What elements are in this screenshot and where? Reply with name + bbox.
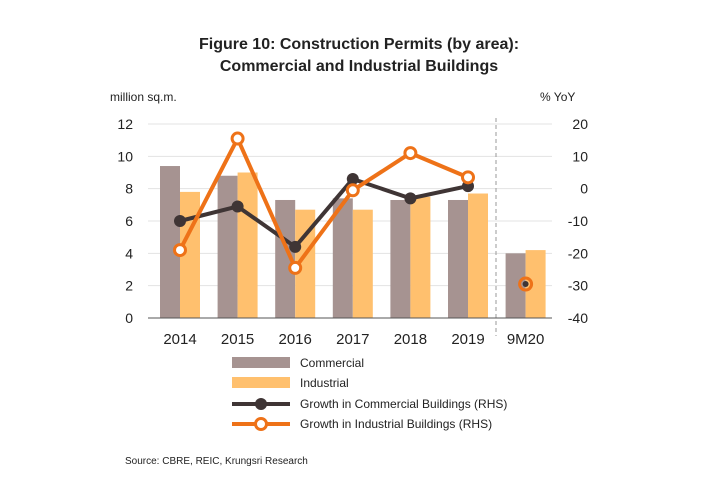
bar-industrial-2019 (468, 193, 488, 318)
bar-industrial-2018 (410, 196, 431, 318)
right-axis-label: % YoY (540, 90, 576, 104)
marker-industrial-growth-2017 (345, 183, 360, 198)
bar-industrial-9M20 (525, 250, 546, 318)
category-label: 2014 (163, 331, 196, 348)
bar-commercial-2018 (390, 199, 411, 318)
legend-industrial-growth-label: Growth in Industrial Buildings (RHS) (300, 417, 493, 431)
right-tick-label: -20 (568, 245, 588, 261)
right-tick-label: -10 (568, 213, 588, 229)
bar-industrial-2017 (352, 209, 373, 318)
marker-industrial-growth-2018 (403, 146, 418, 161)
chart-title: Figure 10: Construction Permits (by area… (198, 36, 520, 53)
left-tick-label: 8 (125, 181, 133, 197)
marker-industrial-growth-2016 (288, 260, 303, 275)
bar-commercial-9M20 (505, 253, 526, 318)
bar-commercial-2019 (448, 199, 468, 318)
left-axis-label: million sq.m. (110, 90, 177, 104)
category-label: 2015 (221, 331, 254, 348)
legend-commercial-growth-label: Growth in Commercial Buildings (RHS) (300, 397, 508, 411)
marker-commercial-growth-2018 (404, 192, 417, 205)
category-label: 2018 (394, 331, 427, 348)
marker-commercial-growth-2017 (346, 172, 359, 185)
line-3 (178, 136, 469, 270)
left-tick-label: 4 (125, 245, 133, 261)
category-label: 9M20 (507, 331, 545, 348)
legend-commercial-label: Commercial (300, 356, 365, 370)
right-tick-label: 10 (572, 148, 588, 164)
legend-industrial-growth-marker (254, 417, 268, 431)
source-note: Source: CBRE, REIC, Krungsri Research (125, 456, 308, 467)
left-tick-label: 10 (117, 148, 133, 164)
category-label: 2019 (451, 331, 484, 348)
category-label: 2016 (279, 331, 312, 348)
marker-commercial-growth-2015 (231, 200, 244, 213)
marker-industrial-growth-2015 (230, 131, 245, 146)
bar-industrial-2016 (295, 209, 316, 318)
marker-industrial-growth-2014 (173, 243, 187, 258)
legend-industrial-swatch (232, 377, 290, 388)
right-tick-label: 20 (572, 116, 588, 132)
right-tick-label: 0 (580, 181, 588, 197)
right-tick-label: -30 (568, 278, 588, 294)
line-2 (179, 176, 469, 249)
chart-subtitle: Commercial and Industrial Buildings (219, 58, 499, 75)
left-tick-label: 12 (117, 116, 133, 132)
marker-commercial-growth-2014 (174, 215, 186, 227)
bar-commercial-2017 (332, 198, 353, 318)
right-tick-label: -40 (568, 310, 588, 326)
marker-commercial-growth-2016 (289, 240, 302, 253)
category-label: 2017 (336, 331, 369, 348)
bar-industrial-2015 (237, 172, 258, 318)
marker-industrial-growth-2019 (461, 170, 475, 185)
legend-commercial-growth-marker (255, 398, 267, 410)
bar-commercial-2015 (217, 175, 238, 318)
marker-commercial-growth-9M20 (522, 281, 529, 288)
left-tick-label: 2 (125, 278, 133, 294)
bar-commercial-2014 (160, 166, 180, 318)
marker-industrial-growth-9M20 (518, 276, 534, 292)
left-tick-label: 6 (125, 213, 133, 229)
legend-commercial-swatch (232, 357, 290, 368)
legend-industrial-label: Industrial (300, 376, 349, 390)
left-tick-label: 0 (125, 310, 133, 326)
